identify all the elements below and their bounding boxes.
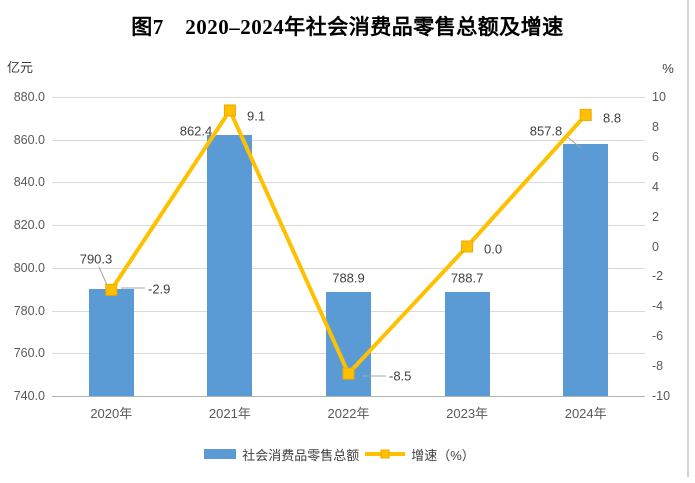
right-axis-tick-label: 4 xyxy=(652,179,659,194)
bar-value-label-2022年: 788.9 xyxy=(332,270,365,286)
x-axis-label-2020年: 2020年 xyxy=(90,406,133,421)
growth-marker-2024年 xyxy=(579,108,592,121)
right-axis-tick-label: -4 xyxy=(652,299,664,314)
gridline xyxy=(52,182,645,184)
left-axis-unit-label: 亿元 xyxy=(7,60,34,75)
right-axis-tick-label: 2 xyxy=(652,209,659,224)
right-axis-tick-label: -10 xyxy=(652,389,671,403)
bar-value-label-2023年: 788.7 xyxy=(450,270,484,286)
right-axis-unit-label: % xyxy=(662,61,674,76)
x-axis-label-2021年: 2021年 xyxy=(208,406,251,421)
x-axis-label-2024年: 2024年 xyxy=(564,406,607,421)
left-axis-tick-label: 880.0 xyxy=(13,90,45,104)
bar-2023年 xyxy=(444,291,490,396)
bar-2022年 xyxy=(326,291,371,396)
left-axis-tick-label: 840.0 xyxy=(13,175,45,190)
left-axis-tick-label: 860.0 xyxy=(13,132,45,147)
left-axis-tick-label: 760.0 xyxy=(13,346,45,361)
legend-item-growth-rate: 增速（%） xyxy=(365,445,475,464)
legend-line-marker xyxy=(380,449,390,459)
right-axis-tick-label: 8 xyxy=(652,119,659,134)
bar-2024年 xyxy=(563,144,609,396)
data-label-leader-line xyxy=(98,266,108,286)
growth-value-label-2020年: -2.9 xyxy=(148,281,171,297)
right-axis-tick-label: 0 xyxy=(652,239,659,254)
right-axis-tick-label: -6 xyxy=(652,329,664,344)
right-axis-tick-label: -2 xyxy=(652,269,664,284)
gridline xyxy=(52,267,645,269)
x-axis-label-2023年: 2023年 xyxy=(446,406,489,421)
legend-bar-label: 社会消费品零售总额 xyxy=(242,447,360,463)
x-axis-line xyxy=(52,396,645,397)
growth-marker-2023年 xyxy=(461,240,474,253)
bar-2021年 xyxy=(207,134,253,396)
legend-bar-swatch xyxy=(204,449,237,459)
right-axis-tick-label: 6 xyxy=(652,149,659,164)
chart-title: 图7 2020–2024年社会消费品零售总额及增速 xyxy=(131,15,564,39)
right-axis-tick-label: -8 xyxy=(652,359,664,374)
legend-line-swatch xyxy=(365,449,406,459)
right-axis-tick-label: 10 xyxy=(652,90,666,104)
left-axis-tick-label: 820.0 xyxy=(13,218,45,233)
bar-value-label-2020年: 790.3 xyxy=(79,251,113,267)
bar-value-label-2024年: 857.8 xyxy=(529,123,563,139)
growth-value-label-2023年: 0.0 xyxy=(484,241,503,256)
left-axis-tick-label: 780.0 xyxy=(13,303,45,318)
page-edge-border xyxy=(687,0,689,477)
growth-marker-2021年 xyxy=(223,104,236,117)
growth-value-label-2022年: -8.5 xyxy=(389,368,412,384)
legend-item-retail-total: 社会消费品零售总额 xyxy=(204,445,359,464)
growth-value-label-2021年: 9.1 xyxy=(247,108,266,124)
chart-legend: 社会消费品零售总额 增速（%） xyxy=(0,445,679,463)
left-axis-tick-label: 800.0 xyxy=(13,260,45,275)
growth-value-label-2024年: 8.8 xyxy=(603,110,622,125)
x-axis-label-2022年: 2022年 xyxy=(327,406,370,421)
bar-2020年 xyxy=(88,288,134,396)
gridline xyxy=(52,97,645,98)
left-axis-tick-label: 740.0 xyxy=(13,389,45,403)
legend-line-label: 增速（%） xyxy=(411,447,475,463)
bar-value-label-2021年: 862.4 xyxy=(179,123,213,139)
gridline xyxy=(52,139,645,141)
gridline xyxy=(52,225,645,227)
